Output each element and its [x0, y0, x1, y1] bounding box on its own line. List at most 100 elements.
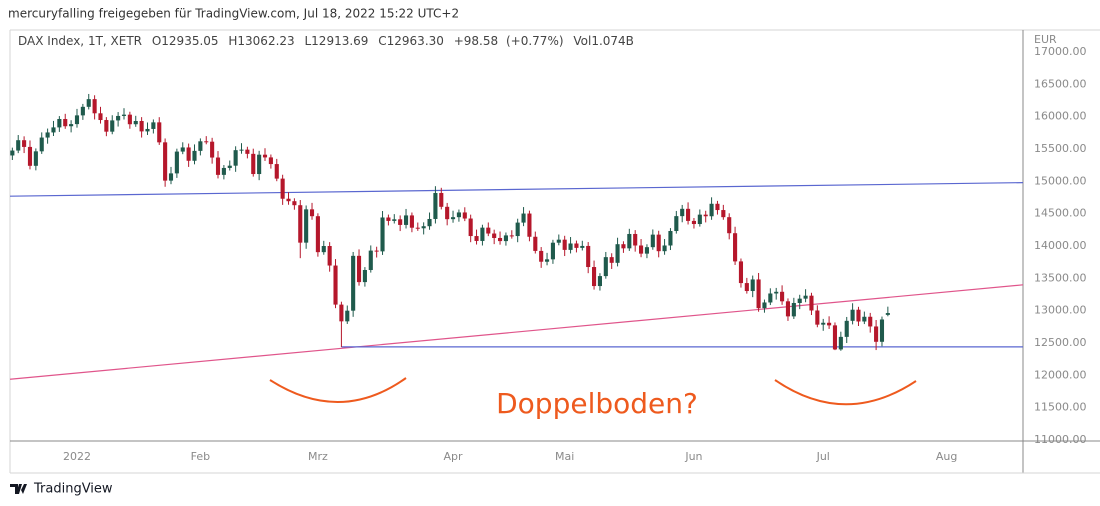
candle-body	[539, 250, 544, 262]
candle-body	[22, 140, 27, 147]
candle-body	[527, 213, 532, 237]
candle-body	[104, 120, 109, 132]
candle-body	[280, 178, 285, 199]
candle-body	[403, 215, 409, 225]
candle-body	[157, 122, 162, 143]
candle-body	[744, 283, 749, 292]
candle-body	[450, 217, 456, 220]
y-tick-label: 15500.00	[1034, 142, 1087, 155]
candle-body	[304, 209, 309, 243]
x-tick-label: Jul	[816, 450, 830, 463]
candle-body	[885, 313, 890, 315]
candle-body	[51, 127, 56, 133]
candle-body	[785, 301, 791, 317]
candle-body	[733, 233, 738, 262]
candle-body	[356, 255, 362, 283]
candle-body	[592, 267, 597, 287]
candle-body	[286, 198, 291, 202]
candle-body	[262, 154, 268, 158]
candle-body	[862, 316, 867, 322]
x-tick-label: Aug	[936, 450, 957, 463]
currency: EUR	[1034, 33, 1057, 46]
legend-value: O12935.05	[152, 34, 219, 48]
footer-brand: TradingView	[33, 482, 113, 497]
x-tick-label: Apr	[444, 450, 464, 463]
candle-body	[427, 218, 432, 227]
candle-body	[791, 302, 796, 317]
candle-body	[697, 214, 702, 225]
candle-body	[815, 310, 820, 325]
share-header: mercuryfalling freigegeben für TradingVi…	[8, 7, 459, 21]
legend-value: (+0.77%)	[506, 34, 564, 48]
candle-body	[368, 250, 373, 271]
candle-body	[556, 239, 561, 243]
candle-body	[662, 245, 667, 252]
candle-body	[80, 106, 85, 116]
candle-body	[345, 310, 350, 322]
candle-body	[850, 309, 855, 321]
candle-body	[809, 295, 814, 311]
candle-body	[627, 233, 632, 249]
candle-body	[515, 222, 520, 237]
candle-body	[832, 325, 838, 350]
candle-body	[603, 257, 608, 277]
candle-body	[321, 246, 326, 253]
candle-body	[827, 322, 832, 326]
logo	[10, 484, 27, 494]
candle-body	[133, 120, 138, 125]
candle-body	[398, 219, 403, 225]
candle-body	[780, 291, 785, 302]
candle-body	[856, 309, 861, 322]
candle-body	[797, 298, 802, 303]
candle-body	[668, 231, 673, 246]
candle-body	[116, 115, 121, 121]
candle-body	[239, 149, 244, 151]
candle-body	[198, 141, 203, 151]
candle-body	[768, 293, 773, 303]
candle-body	[709, 203, 714, 217]
candle-body	[186, 147, 191, 161]
candle-body	[762, 302, 767, 309]
y-tick-label: 15000.00	[1034, 174, 1087, 187]
candle-body	[703, 214, 708, 217]
candle-body	[615, 244, 620, 263]
candle-body	[392, 219, 397, 221]
candle-body	[521, 213, 526, 223]
candle-body	[168, 173, 174, 181]
candle-body	[33, 151, 38, 166]
candle-body	[421, 226, 426, 229]
candle-body	[468, 218, 473, 237]
candle-body	[838, 336, 843, 350]
candle-body	[74, 115, 80, 125]
arc-left	[269, 377, 407, 403]
candle-body	[844, 320, 849, 337]
candle-body	[163, 142, 168, 181]
y-tick-label: 14000.00	[1034, 239, 1087, 252]
candle-body	[210, 141, 215, 158]
trend-line	[9, 284, 1024, 380]
x-tick-label: Jun	[684, 450, 702, 463]
y-tick-label: 16000.00	[1034, 110, 1087, 123]
candle-body	[439, 192, 444, 207]
y-tick-label: 16500.00	[1034, 77, 1087, 90]
legend-value: H13062.23	[228, 34, 294, 48]
candle-body	[151, 122, 156, 129]
symbol: DAX Index, 1T, XETR	[18, 34, 142, 48]
candle-body	[691, 220, 697, 225]
candle-body	[221, 167, 226, 175]
candle-body	[544, 259, 550, 262]
candle-body	[362, 270, 367, 283]
candle-body	[415, 227, 420, 229]
candle-body	[315, 216, 320, 253]
candle-body	[715, 203, 720, 211]
candle-body	[480, 227, 485, 241]
x-tick-label: 2022	[63, 450, 91, 463]
candle-body	[750, 279, 755, 292]
candle-body	[121, 114, 127, 116]
candle-body	[803, 295, 808, 299]
legend-value: C12963.30	[378, 34, 444, 48]
candle-body	[45, 132, 50, 138]
logo-mark	[10, 484, 27, 494]
